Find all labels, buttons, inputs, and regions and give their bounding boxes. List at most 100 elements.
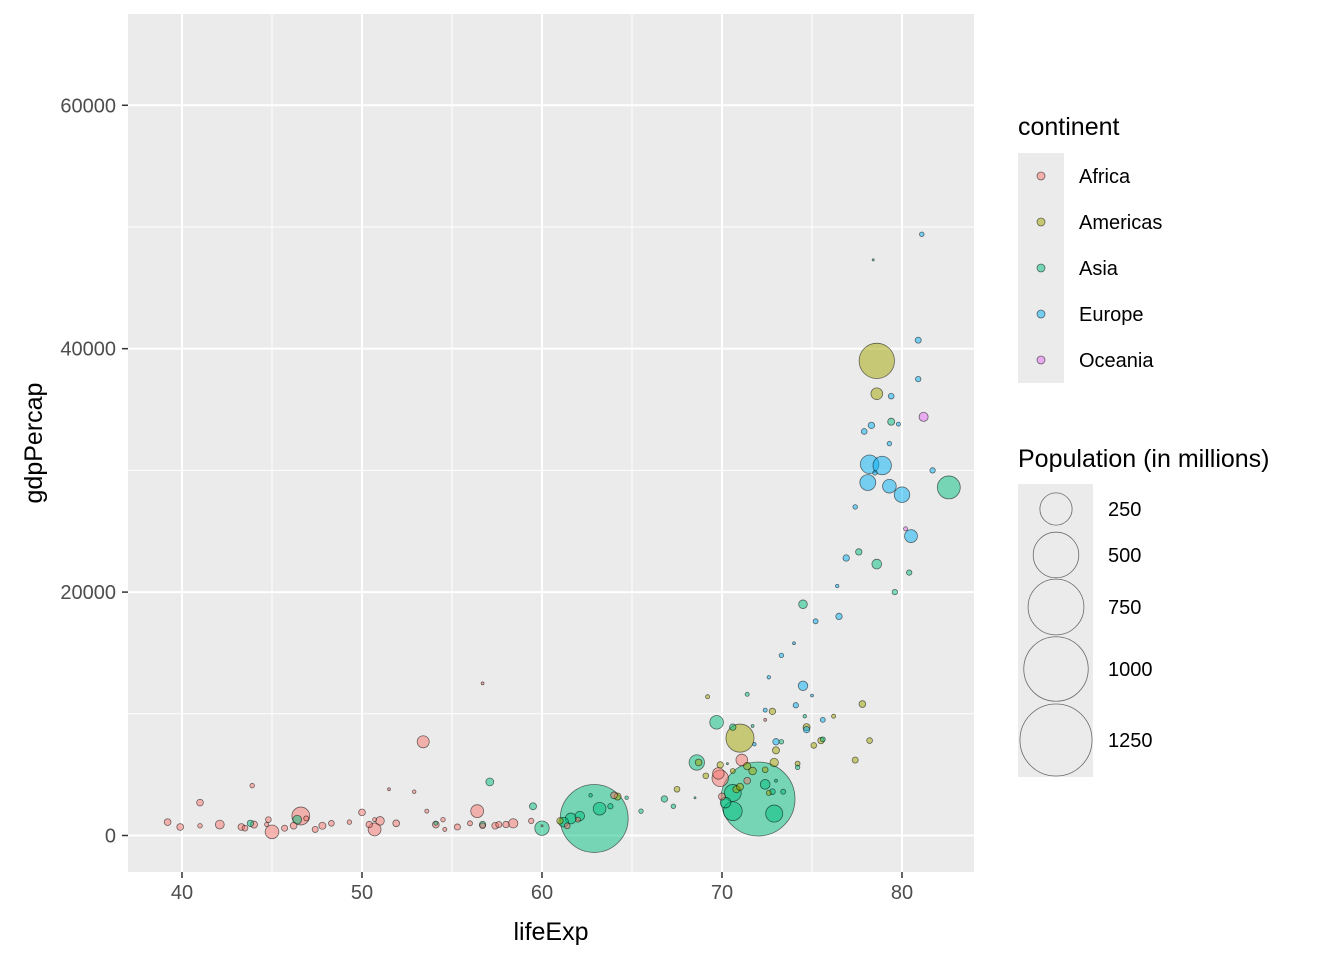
x-tick-label: 80 (891, 882, 913, 904)
data-point-europe (914, 336, 922, 344)
color-legend-entries: Africa Americas Asia Europe Oceania (1036, 166, 1162, 372)
data-point-europe (882, 478, 897, 494)
data-point-asia (759, 779, 771, 790)
data-point-asia (887, 417, 896, 426)
y-axis-title: gdpPercap (20, 383, 48, 504)
data-point-asia (802, 714, 807, 719)
data-point-africa (453, 823, 461, 831)
data-point-americas (768, 707, 777, 715)
data-point-asia (819, 736, 826, 743)
data-point-africa (470, 804, 485, 818)
data-point-americas (858, 342, 895, 379)
data-point-americas (831, 713, 837, 719)
data-point-europe (860, 428, 868, 435)
data-point-americas (772, 746, 780, 755)
legend-key-americas (1036, 217, 1046, 227)
data-point-europe (842, 554, 850, 562)
data-point-asia (744, 691, 750, 697)
data-point-asia (871, 558, 883, 570)
data-point-africa (264, 822, 270, 827)
data-point-americas (858, 700, 867, 708)
data-point-americas (769, 757, 779, 768)
data-point-africa (575, 816, 581, 823)
data-point-europe (752, 742, 757, 747)
data-point-asia (765, 804, 784, 823)
size-legend-circle (1039, 492, 1073, 526)
data-point-europe (893, 486, 911, 503)
data-point-americas (736, 782, 744, 791)
x-axis: 40 50 60 70 80 (171, 872, 913, 904)
data-point-asia (534, 820, 550, 836)
size-legend: Population (in millions) 250 500 750 1000 12… (1018, 445, 1270, 777)
data-point-europe (867, 421, 876, 429)
data-point-asia (855, 548, 863, 556)
data-point-asia (778, 739, 785, 745)
size-legend-label: 1000 (1108, 659, 1153, 681)
size-legend-circle (1032, 531, 1080, 579)
size-legend-circle (1027, 578, 1085, 636)
data-point-asia (624, 795, 629, 800)
data-point-americas (761, 766, 769, 774)
data-point-africa (718, 792, 726, 801)
legend-label-asia: Asia (1079, 258, 1119, 280)
data-point-oceania (903, 526, 909, 532)
data-point-asia (607, 803, 614, 810)
data-point-africa (743, 776, 751, 785)
data-point-oceania (918, 411, 929, 422)
minor-gridlines (128, 14, 974, 872)
data-point-africa (241, 824, 249, 832)
data-point-africa (442, 826, 448, 832)
major-gridlines (128, 14, 974, 872)
data-point-africa (249, 782, 255, 789)
data-point-africa (416, 735, 430, 749)
data-point-europe (852, 504, 858, 510)
data-point-europe (872, 455, 892, 476)
data-point-europe (886, 440, 893, 447)
data-point-europe (792, 641, 796, 646)
data-point-africa (281, 824, 289, 832)
y-tick-label: 0 (105, 825, 116, 847)
data-point-asia (529, 802, 537, 811)
data-point-asia (750, 724, 755, 728)
data-point-americas (743, 762, 752, 771)
data-point-asia (433, 820, 439, 826)
x-tick-label: 60 (531, 882, 553, 904)
data-point-asia (871, 258, 875, 262)
data-point-europe (802, 725, 811, 734)
size-legend-label: 750 (1108, 597, 1141, 619)
legend-key-africa (1036, 171, 1046, 181)
legend-key-oceania (1036, 355, 1046, 365)
data-point-asia (725, 762, 729, 766)
data-point-asia (246, 819, 255, 827)
panel-background (128, 14, 974, 872)
y-tick-label: 40000 (60, 339, 116, 361)
data-point-americas (716, 761, 724, 769)
data-point-europe (772, 738, 780, 746)
data-point-europe (872, 470, 878, 476)
data-point-americas (725, 723, 755, 753)
data-point-asia (709, 715, 724, 730)
data-point-europe (812, 618, 819, 625)
data-point-asia (906, 569, 913, 576)
data-point-africa (303, 815, 310, 822)
data-point-africa (196, 798, 204, 807)
legend-label-africa: Africa (1079, 166, 1131, 188)
data-point-africa (540, 824, 544, 828)
size-legend-label: 250 (1108, 499, 1141, 521)
color-legend: continent Africa Americas Asia Europe Oceani… (1018, 113, 1162, 383)
y-tick-label: 60000 (60, 95, 116, 117)
data-point-asia (592, 801, 607, 816)
data-point-americas (810, 742, 818, 749)
data-point-europe (778, 652, 785, 659)
data-point-asia (292, 814, 303, 825)
data-point-africa (479, 822, 486, 830)
data-point-americas (729, 768, 736, 774)
size-legend-circle (1019, 703, 1093, 777)
data-point-africa (264, 824, 280, 840)
data-points (163, 231, 961, 853)
data-point-americas (702, 772, 710, 780)
data-point-europe (895, 421, 901, 427)
data-point-africa (328, 820, 335, 827)
size-legend-label: 1250 (1108, 730, 1153, 752)
data-point-africa (176, 823, 184, 831)
